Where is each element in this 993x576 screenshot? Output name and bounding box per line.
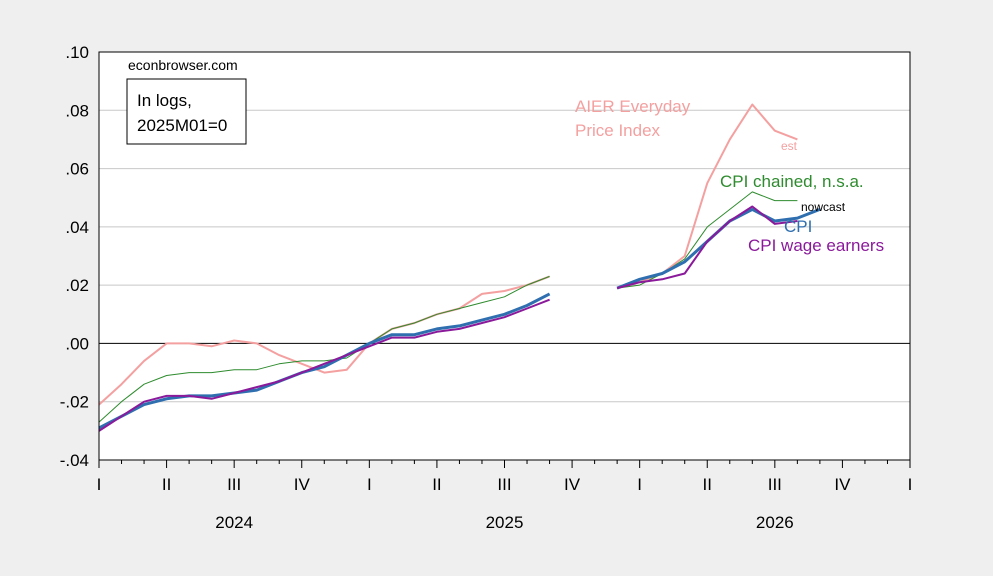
x-quarter-label: IV [564, 475, 581, 494]
x-quarter-label: I [97, 475, 102, 494]
y-tick-label: .02 [65, 276, 89, 295]
x-quarter-label: I [908, 475, 913, 494]
x-quarter-label: III [768, 475, 782, 494]
x-quarter-label: II [432, 475, 441, 494]
legend-box [126, 78, 247, 145]
legend-box-line1: In logs, [137, 91, 192, 110]
series-lines [98, 103, 821, 432]
x-quarter-label: III [227, 475, 241, 494]
x-quarter-label: III [497, 475, 511, 494]
y-tick-label: .00 [65, 334, 89, 353]
y-tick-label: .04 [65, 218, 89, 237]
cpi-wage-label: CPI wage earners [748, 236, 884, 255]
legend-box-line2: 2025M01=0 [137, 116, 227, 135]
x-year-label: 2024 [215, 513, 253, 532]
y-tick-label: .06 [65, 160, 89, 179]
x-quarter-label: II [703, 475, 712, 494]
series-line-cpi-wage-earners [98, 205, 798, 432]
x-quarter-label: IV [834, 475, 851, 494]
x-quarter-label: I [637, 475, 642, 494]
y-tick-label: .08 [65, 101, 89, 120]
x-year-label: 2026 [756, 513, 794, 532]
nowcast-label: nowcast [801, 200, 846, 214]
aier-label-line2: Price Index [575, 121, 661, 140]
y-tick-label: -.02 [60, 393, 89, 412]
aier-label-line1: AIER Everyday [575, 97, 691, 116]
x-year-label: 2025 [486, 513, 524, 532]
y-tick-label: -.04 [60, 451, 89, 470]
series-line-aier-everyday-price-index [98, 103, 798, 406]
est-label: est [781, 139, 798, 153]
x-quarter-label: IV [294, 475, 311, 494]
x-quarter-label: II [162, 475, 171, 494]
cpi-label: CPI [784, 217, 812, 236]
y-axis: .10 .08 .06 .04 .02 .00 -.02 -.04 [60, 43, 89, 470]
source-label: econbrowser.com [128, 57, 238, 73]
cpi-chained-label: CPI chained, n.s.a. [720, 172, 864, 191]
y-tick-label: .10 [65, 43, 89, 62]
x-quarter-label: I [367, 475, 372, 494]
